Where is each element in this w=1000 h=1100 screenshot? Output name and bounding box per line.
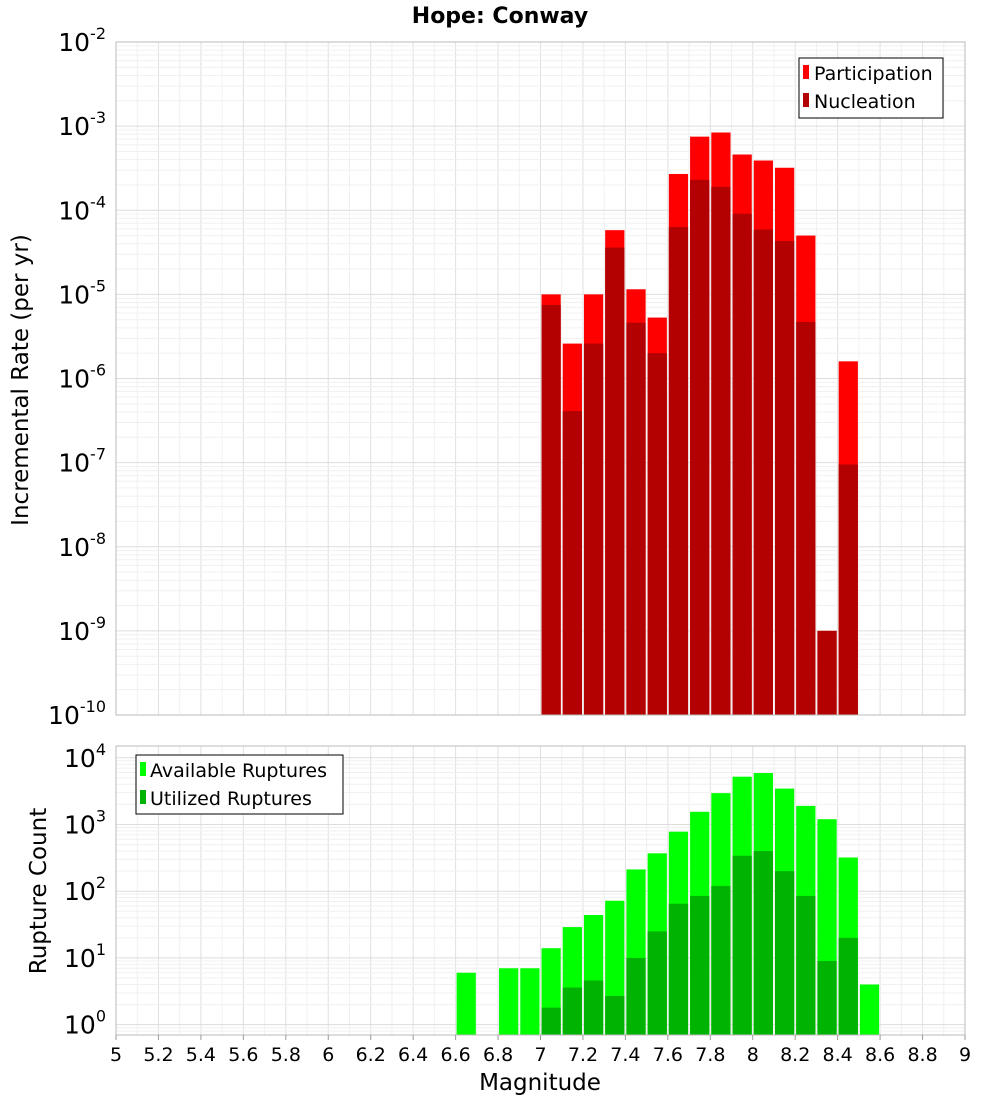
count-utilized-ruptures-bar [541,1007,561,1035]
rate-legend: Participation Nucleation [798,57,944,119]
rate-y-tick-label: 10-3 [58,108,106,141]
rate-y-tick-label: 10-10 [48,697,106,730]
x-tick-label: 5 [110,1044,122,1066]
rate-nucleation-bar [796,321,816,715]
x-tick-label: 9 [959,1044,971,1066]
x-tick-label: 5.2 [143,1044,173,1066]
rate-nucleation-bar [541,304,561,715]
participation-swatch [803,65,809,79]
rate-nucleation-bar [838,464,858,715]
x-tick-label: 8.6 [865,1044,895,1066]
count-y-ticks: 104 103 102 101 100 [64,740,106,1040]
x-tick-label: 8.8 [907,1044,937,1066]
x-tick-label: 6.2 [356,1044,386,1066]
available-ruptures-legend-label: Available Ruptures [150,760,327,782]
rate-nucleation-bar [668,227,689,715]
count-utilized-ruptures-bar [668,903,689,1035]
x-tick-label: 6.4 [398,1044,428,1066]
rate-nucleation-bar [626,322,646,715]
rate-nucleation-bar [583,343,604,715]
count-utilized-ruptures-bar [753,851,773,1035]
x-tick-label: 7.6 [653,1044,683,1066]
rate-grid [115,41,966,716]
count-y-axis-label: Rupture Count [26,808,52,974]
rate-y-tick-label: 10-2 [58,24,106,57]
rate-nucleation-bar [732,213,752,715]
count-y-tick-label: 100 [64,1007,106,1040]
x-tick-label: 6 [322,1044,334,1066]
rate-nucleation-bar [562,411,582,715]
count-available-ruptures-bar [520,968,540,1035]
available-ruptures-swatch [140,762,146,776]
count-y-tick-label: 104 [64,740,106,773]
count-utilized-ruptures-bar [774,871,795,1035]
count-utilized-ruptures-bar [626,957,646,1035]
count-available-ruptures-bar [456,972,476,1035]
x-tick-label: 5.4 [186,1044,216,1066]
count-utilized-ruptures-bar [796,895,816,1035]
rate-bars [541,132,858,716]
count-bars [456,773,880,1035]
count-utilized-ruptures-bar [732,855,752,1035]
rate-y-ticks: 10-2 10-3 10-4 10-5 10-6 10-7 10-8 10-9 10-10 [48,24,106,730]
count-legend: Available Ruptures Utilized Ruptures [135,754,344,815]
count-y-tick-label: 102 [64,873,106,906]
rate-nucleation-bar [605,247,625,715]
rate-nucleation-bar [817,630,837,716]
x-tick-label: 8 [747,1044,759,1066]
x-tick-label: 6.6 [440,1044,470,1066]
count-utilized-ruptures-bar [838,937,858,1035]
participation-legend-label: Participation [814,63,933,85]
rate-y-tick-label: 10-8 [58,529,106,562]
count-utilized-ruptures-bar [817,960,837,1035]
magnitude-x-ticks: 5 5.2 5.4 5.6 5.8 6 6.2 6.4 6.6 6.8 7 7.2 7.4 7.6 7.8 8… [110,1035,971,1066]
x-tick-label: 5.6 [228,1044,258,1066]
x-tick-label: 7 [534,1044,546,1066]
rate-y-tick-label: 10-4 [58,192,106,225]
x-tick-label: 5.8 [271,1044,301,1066]
x-tick-label: 8.2 [780,1044,810,1066]
count-available-ruptures-bar [499,968,519,1035]
rate-y-tick-label: 10-7 [58,445,106,478]
x-tick-label: 7.8 [695,1044,725,1066]
rate-y-axis-label: Incremental Rate (per yr) [8,234,34,526]
rate-nucleation-bar [690,179,710,715]
rate-panel: 10-2 10-3 10-4 10-5 10-6 10-7 10-8 10-9 10-10 In… [8,24,966,730]
rate-y-tick-label: 10-5 [58,276,106,309]
x-tick-label: 8.4 [823,1044,853,1066]
rate-y-tick-label: 10-6 [58,361,106,394]
nucleation-legend-label: Nucleation [814,91,916,113]
count-utilized-ruptures-bar [647,931,667,1035]
nucleation-swatch [803,93,809,107]
count-utilized-ruptures-bar [690,895,710,1035]
utilized-ruptures-legend-label: Utilized Ruptures [150,788,312,810]
x-tick-label: 7.2 [568,1044,598,1066]
x-tick-label: 6.8 [483,1044,513,1066]
rate-nucleation-bar [711,186,731,716]
rate-nucleation-bar [647,353,667,715]
chart-title: Hope: Conway [412,4,588,29]
count-y-tick-label: 103 [64,806,106,839]
rate-nucleation-bar [774,241,795,715]
count-available-ruptures-bar [859,984,880,1035]
count-y-tick-label: 101 [64,940,106,973]
utilized-ruptures-swatch [140,790,146,804]
count-utilized-ruptures-bar [605,995,625,1035]
count-utilized-ruptures-bar [562,987,582,1035]
x-tick-label: 7.4 [610,1044,640,1066]
rate-y-tick-label: 10-9 [58,613,106,646]
count-utilized-ruptures-bar [711,885,731,1035]
count-utilized-ruptures-bar [583,980,604,1035]
count-panel: 104 103 102 101 100 Rupture Count Available … [26,740,971,1096]
rate-plot-border [115,41,966,716]
magnitude-x-axis-label: Magnitude [479,1070,601,1096]
rate-nucleation-bar [753,229,773,715]
